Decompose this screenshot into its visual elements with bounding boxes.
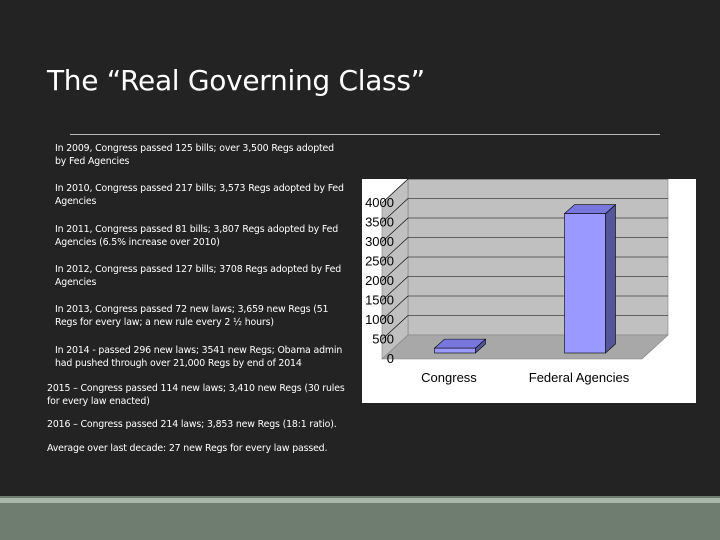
- bullet-2011: In 2011, Congress passed 81 bills; 3,807…: [55, 224, 339, 248]
- y-tick-label-1500: 1500: [365, 293, 394, 308]
- bullet-2012: In 2012, Congress passed 127 bills; 3708…: [55, 264, 342, 288]
- bar-front: [564, 213, 606, 354]
- y-tick-label-3500: 3500: [365, 215, 394, 230]
- bar-chart: 0 500 1000 1500 2000 2500 3000 3500 4000 Congres…: [362, 179, 696, 403]
- gridline-side-2000: [381, 256, 409, 282]
- gridline-side-2500: [381, 237, 409, 262]
- y-tick-label-3000: 3000: [365, 234, 394, 249]
- y-tick-label-0: 0: [387, 351, 394, 366]
- gridline-side-1500: [381, 276, 409, 301]
- footer-accent-line: [0, 498, 720, 503]
- gridline-side-3500: [381, 198, 409, 223]
- footer-band: [0, 496, 720, 540]
- bullet-2009: In 2009, Congress passed 125 bills; over…: [55, 143, 334, 167]
- bar-congress: [433, 338, 487, 354]
- bar-front: [434, 347, 476, 354]
- gridline-side-500: [381, 315, 409, 340]
- title-divider: [70, 134, 660, 135]
- bullet-2010: In 2010, Congress passed 217 bills; 3,57…: [55, 183, 344, 207]
- bullet-2013: In 2013, Congress passed 72 new laws; 3,…: [55, 304, 329, 328]
- y-tick-label-500: 500: [372, 332, 394, 347]
- slide-title: The “Real Governing Class”: [47, 64, 425, 97]
- bar-federal-agencies: [563, 203, 617, 354]
- x-category-label: Federal Agencies: [529, 370, 630, 385]
- y-tick-label-2000: 2000: [365, 273, 394, 288]
- y-tick-label-4000: 4000: [365, 195, 394, 210]
- x-category-label: Congress: [421, 370, 477, 385]
- gridline-side-1000: [381, 295, 409, 321]
- bullet-average: Average over last decade: 27 new Regs fo…: [47, 443, 328, 454]
- bullet-2016: 2016 – Congress passed 214 laws; 3,853 n…: [47, 419, 337, 430]
- gridline-side-4000: [381, 179, 409, 204]
- bar-chart-svg: 0 500 1000 1500 2000 2500 3000 3500 4000 Congres…: [365, 179, 669, 385]
- chart-floor: [381, 334, 669, 360]
- y-tick-label-1000: 1000: [365, 312, 394, 327]
- bar-side: [605, 203, 616, 354]
- bullet-2015: 2015 – Congress passed 114 new laws; 3,4…: [47, 383, 345, 407]
- y-tick-label-2500: 2500: [365, 254, 394, 269]
- gridline-side-3000: [381, 217, 409, 243]
- bullet-2014: In 2014 - passed 296 new laws; 3541 new …: [55, 345, 343, 369]
